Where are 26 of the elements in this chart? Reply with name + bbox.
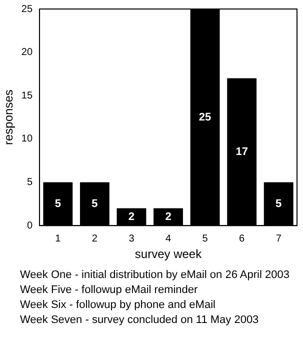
text: Week Five - followup eMail reminder — [20, 283, 199, 298]
x-axis-title: survey week — [134, 247, 203, 262]
x-tick-label: 2 — [92, 233, 98, 244]
y-tick-label: 20 — [21, 47, 33, 58]
y-tick-label: 10 — [21, 134, 33, 145]
x-tick-label: 3 — [128, 233, 135, 244]
x-tick-label: 7 — [276, 233, 282, 244]
x-tick-label: 5 — [202, 233, 208, 244]
data-label: 2 — [165, 210, 172, 223]
y-tick-label: 25 — [21, 4, 33, 15]
data-label: 25 — [198, 111, 212, 124]
data-label: 5 — [276, 198, 282, 210]
y-tick-label: 15 — [21, 90, 33, 102]
y-tick-label: 0 — [26, 220, 33, 232]
x-tick-label: 4 — [165, 233, 172, 244]
x-tick-label: 6 — [239, 233, 246, 244]
data-label: 2 — [128, 210, 135, 223]
text: Week Six - followup by phone and eMail — [20, 298, 216, 313]
y-axis-title: responses — [2, 90, 16, 145]
text: Week Seven - survey concluded on 11 May 2003 — [20, 313, 260, 328]
text: Week One - initial distribution by eMail on 26 April 2003 — [20, 268, 290, 283]
data-label: 5 — [92, 198, 98, 210]
x-tick-label: 1 — [55, 233, 62, 244]
data-label: 5 — [54, 198, 61, 210]
data-label: 17 — [236, 146, 248, 158]
y-tick-label: 5 — [26, 177, 33, 188]
